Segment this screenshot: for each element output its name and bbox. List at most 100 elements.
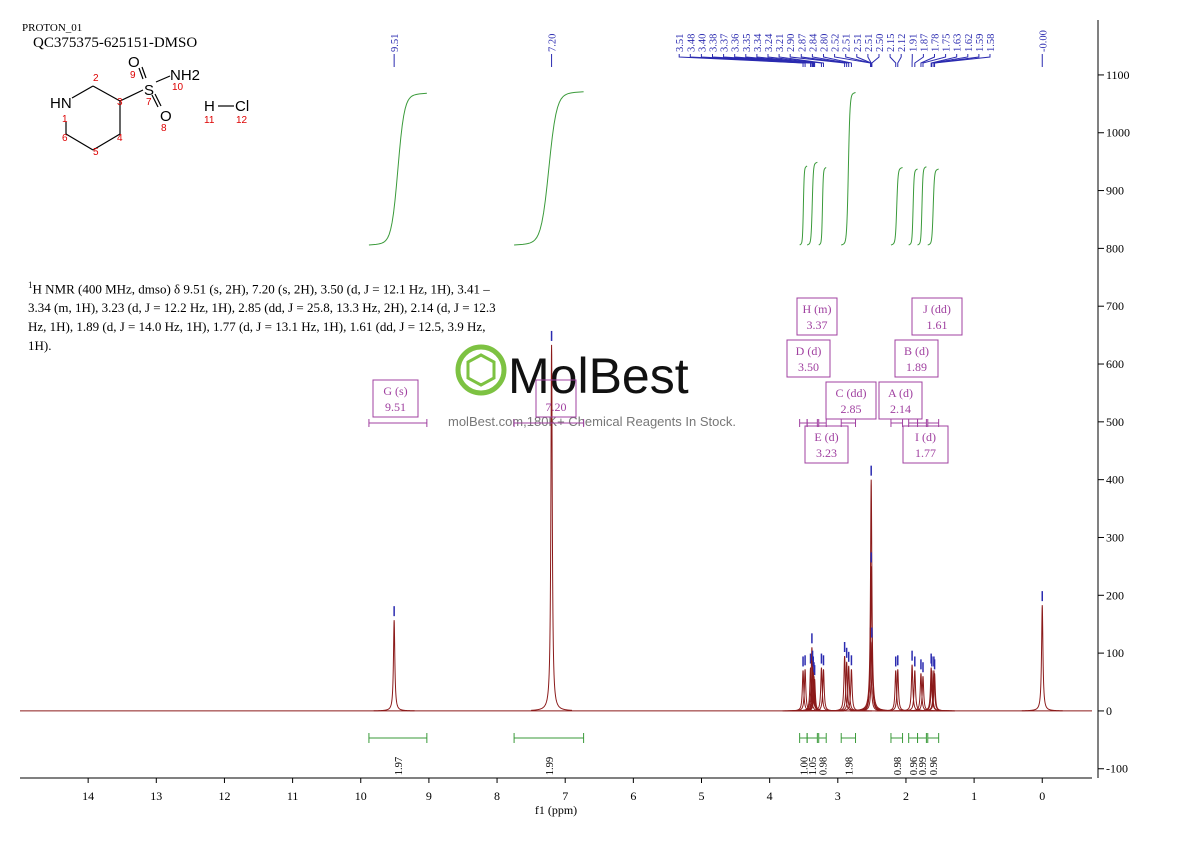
isotope: 1 [28,280,33,290]
peak [850,566,892,712]
peak-connector [756,54,816,67]
peak-connector [933,54,980,67]
peak-label: 1.87 [919,34,930,52]
peak-connector [920,54,935,67]
atom-number: 1 [62,114,68,125]
peak-label: 3.51 [675,34,686,52]
x-tick-label: 13 [150,789,162,803]
multiplet-shift: 7.20 [546,400,567,414]
multiplet-shift: 2.14 [890,402,911,416]
peak-connector [914,54,924,67]
integral-curve [818,167,827,246]
peak [830,669,872,712]
integral-label: 1.00 [799,757,810,775]
peak-connector [930,54,958,67]
multiplet-name: I (d) [915,430,936,444]
multiplet-shift: 3.50 [798,360,819,374]
peak-connector [867,54,872,67]
atom-label: Cl [235,98,249,115]
x-tick-label: 4 [767,789,773,803]
atom-number: 3 [117,97,123,108]
atom-number: 12 [236,115,248,126]
atom-number: 7 [146,97,152,108]
peak-label: 1.75 [942,34,953,52]
integral-label: 1.05 [808,757,819,775]
peak [902,676,944,712]
multiplet-box [878,381,923,420]
multiplet-shift: 9.51 [385,400,406,414]
multiplet-shift: 1.77 [915,446,936,460]
multiplet-name: A (d) [888,386,913,400]
x-tick-label: 9 [426,789,432,803]
x-tick-label: 2 [903,789,909,803]
peak-label: 3.24 [764,33,775,52]
integral-label: 0.98 [818,757,829,775]
atom-number: 4 [117,133,123,144]
atom-number: 8 [161,123,167,134]
peak-connector [934,54,991,67]
peak-label: 9.51 [390,34,401,52]
peak-label: 1.58 [986,34,997,52]
y-tick-label: 1100 [1106,68,1130,82]
peak-connector [931,54,969,67]
peak-label: 2.12 [897,34,908,52]
multiplet-box [902,425,949,464]
multiplet-box [804,425,849,464]
peak-connector [800,54,848,67]
atom-label: HN [50,95,72,112]
peak [1021,605,1063,712]
sample-name: QC375375-625151-DMSO [33,35,197,51]
peak-label: 3.48 [686,34,697,52]
peak-connector [822,54,852,67]
integral-label: 0.98 [893,757,904,775]
peak-label: 2.51 [864,34,875,52]
x-tick-label: 14 [82,789,94,803]
integral-label: 1.99 [545,757,556,775]
multiplet-name: J (dd) [923,302,951,316]
x-tick-label: 5 [699,789,705,803]
y-tick-label: 900 [1106,184,1124,198]
integral-label: 1.98 [844,757,855,775]
peak-label: 2.80 [819,34,830,52]
y-tick-label: 1000 [1106,126,1130,140]
peak-connector [922,54,947,67]
peak-label: 7.20 [548,34,559,52]
nmr-description: 1H NMR (400 MHz, dmso) δ 9.51 (s, 2H), 7… [28,276,498,355]
peak-label: 2.84 [808,33,819,52]
y-tick-label: 500 [1106,415,1124,429]
atom-label: O [128,54,140,71]
peak-label: 1.63 [953,34,964,52]
integral-label: 0.96 [929,757,940,775]
integral-curve [890,167,903,246]
multiplet-shift: 2.85 [841,402,862,416]
multiplet-box [372,379,419,418]
integral-curve [908,168,918,246]
peak-label: 2.90 [786,34,797,52]
x-tick-label: 10 [355,789,367,803]
run-name: PROTON_01 [22,22,82,34]
peak-connector [811,54,850,67]
peak-connector [834,54,872,67]
peak-label: 3.36 [731,34,742,52]
integral-curve [368,92,427,246]
peak-label: 1.59 [975,34,986,52]
multiplet-name: E (d) [814,430,838,444]
atom-number: 9 [130,70,136,81]
multiplet-shift: 1.61 [927,318,948,332]
multiplet-shift: 3.37 [807,318,828,332]
peak-label: 1.78 [930,34,941,52]
x-tick-label: 3 [835,789,841,803]
x-tick-label: 11 [287,789,299,803]
peak [851,641,893,712]
x-tick-label: 8 [494,789,500,803]
multiplet-box [786,339,831,378]
peak-label: 3.37 [720,34,731,52]
x-tick-label: 6 [630,789,636,803]
peak-label: 3.35 [742,34,753,52]
structure [65,66,234,151]
peak-label: 1.62 [964,34,975,52]
y-tick-label: 400 [1106,473,1124,487]
multiplet-name: B (d) [904,344,929,358]
